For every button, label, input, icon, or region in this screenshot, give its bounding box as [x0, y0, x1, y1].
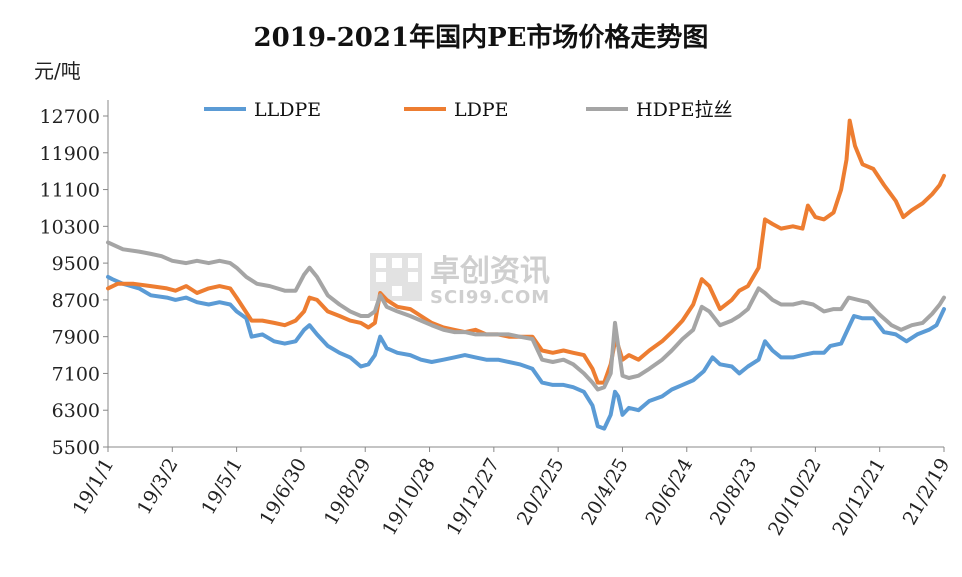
- y-tick-label: 7100: [52, 363, 100, 385]
- x-tick-label: 21/2/19: [899, 455, 955, 529]
- x-tick-labels: 19/1/1 19/3/2 19/5/1 19/6/30 19/8/29 19/10/28…: [69, 447, 955, 540]
- axes: [107, 100, 944, 448]
- x-tick-label: 20/6/24: [641, 455, 697, 529]
- x-tick-label: 20/4/25: [577, 455, 633, 529]
- x-tick-label: 20/10/22: [764, 455, 826, 540]
- y-tick-label: 12700: [40, 106, 100, 128]
- y-axis-unit: 元/吨: [34, 59, 81, 83]
- series-line-2: [106, 118, 946, 385]
- chart-title: 2019-2021年国内PE市场价格走势图: [254, 22, 709, 53]
- legend: LLDPE LDPE HDPE拉丝: [204, 99, 732, 121]
- y-tick-label: 9500: [52, 253, 100, 275]
- watermark-site: SCI99.COM: [430, 287, 550, 308]
- x-tick-label: 19/5/1: [197, 455, 247, 519]
- series-line-1: [106, 274, 946, 431]
- y-tick-label: 5500: [52, 437, 100, 459]
- y-tick-label: 11900: [40, 143, 100, 165]
- legend-label-2: LDPE: [454, 99, 509, 121]
- legend-label-3: HDPE拉丝: [636, 99, 732, 121]
- watermark-logo: 卓创资讯 SCI99.COM: [370, 253, 550, 308]
- y-tick-label: 6300: [52, 400, 100, 422]
- y-tick-label: 11100: [40, 180, 100, 202]
- y-tick-label: 8700: [52, 290, 100, 312]
- x-tick-label: 19/10/28: [378, 455, 440, 540]
- legend-label-1: LLDPE: [254, 99, 321, 121]
- y-tick-labels: 12700 11900 11100 10300 9500 8700 7900 7100 6300…: [40, 106, 108, 459]
- x-tick-label: 20/12/21: [828, 455, 890, 540]
- x-tick-label: 19/3/2: [133, 455, 183, 519]
- y-tick-label: 7900: [52, 327, 100, 349]
- series-lines: [106, 118, 946, 431]
- x-tick-label: 19/1/1: [69, 455, 119, 519]
- watermark-brand: 卓创资讯: [430, 254, 550, 289]
- x-tick-label: 20/8/23: [706, 455, 762, 529]
- x-tick-label: 19/6/30: [256, 455, 312, 529]
- series-line-3: [106, 240, 946, 392]
- watermark-grid-icon: [370, 253, 422, 301]
- x-tick-label: 19/8/29: [320, 455, 376, 529]
- x-tick-label: 19/12/27: [442, 455, 504, 540]
- x-tick-label: 20/2/25: [513, 455, 569, 529]
- y-tick-label: 10300: [40, 216, 100, 238]
